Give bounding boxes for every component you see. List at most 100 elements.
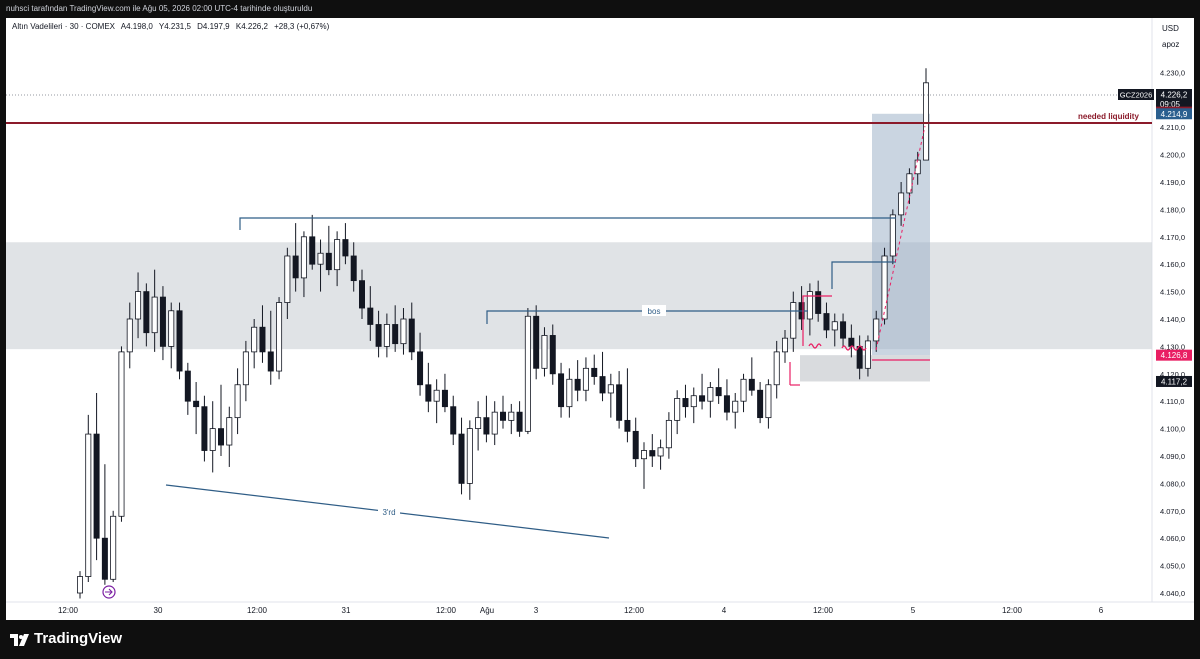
candle[interactable] [582,357,589,402]
last-price-tag[interactable]: GCZ2026 4.226,2 09:05 [1118,89,1192,110]
candle[interactable] [193,382,200,435]
currency-label[interactable]: USD [1162,24,1179,33]
candle[interactable] [259,305,266,363]
candle[interactable] [425,362,432,413]
candle[interactable] [458,417,465,495]
candle[interactable] [616,371,623,429]
target-box[interactable] [872,113,930,356]
price-label-blue[interactable]: 4.214,9 [1156,108,1192,120]
candle[interactable] [533,305,540,380]
price-label-red[interactable]: 4.126,8 [1156,349,1192,361]
candle[interactable] [823,302,830,339]
candle[interactable] [516,401,523,437]
candle[interactable] [367,286,374,341]
candle[interactable] [657,439,664,470]
bos-line[interactable] [486,310,808,324]
red-box-top[interactable] [802,295,832,346]
candle[interactable] [292,223,299,292]
candle[interactable] [317,239,324,292]
candle[interactable] [325,225,332,276]
candle[interactable] [574,360,581,402]
candle[interactable] [815,280,822,322]
price-chart[interactable]: USD apoz needed liquidity bos 3'rd [0,0,1200,620]
candle[interactable] [748,357,755,396]
candle[interactable] [524,308,531,435]
candle[interactable] [599,351,606,402]
candle[interactable] [251,319,258,369]
candle[interactable] [309,214,316,270]
candle[interactable] [740,373,747,413]
candle[interactable] [549,324,556,385]
brand-logo[interactable]: TradingView [10,630,122,647]
candle[interactable] [135,272,142,339]
candle[interactable] [101,464,108,585]
candle[interactable] [782,329,789,363]
candle[interactable] [400,308,407,355]
candle[interactable] [417,332,424,396]
candle[interactable] [176,302,183,380]
candle[interactable] [300,231,307,298]
candle[interactable] [118,346,125,522]
candle[interactable] [699,373,706,410]
candle[interactable] [159,286,166,361]
candle[interactable] [790,291,797,352]
candle[interactable] [732,392,739,429]
scale-mode-label[interactable]: apoz [1162,40,1179,49]
candle[interactable] [184,362,191,415]
candle[interactable] [773,340,780,399]
candle[interactable] [433,379,440,424]
candle[interactable] [499,395,506,429]
inner-high-line[interactable] [831,261,896,289]
price-label-dark[interactable]: 4.117,2 [1156,375,1192,387]
candle[interactable] [375,310,382,358]
candle[interactable] [466,420,473,500]
candle[interactable] [143,283,150,347]
candle[interactable] [881,247,888,325]
candle[interactable] [840,313,847,347]
candle[interactable] [392,305,399,352]
candle[interactable] [674,390,681,435]
candle[interactable] [201,395,208,462]
candle[interactable] [77,571,84,599]
candle[interactable] [334,231,341,287]
candle[interactable] [591,354,598,385]
candle[interactable] [276,297,283,380]
candle[interactable] [723,379,730,421]
candle[interactable] [475,401,482,451]
candle[interactable] [649,434,656,467]
candle[interactable] [566,368,573,418]
candle[interactable] [806,283,813,336]
candle[interactable] [665,412,672,459]
candle[interactable] [690,387,697,424]
candle[interactable] [632,417,639,467]
candle[interactable] [151,269,158,352]
candle[interactable] [508,403,515,435]
candle[interactable] [757,382,764,424]
candle[interactable] [126,302,133,369]
candle[interactable] [607,373,614,418]
candle[interactable] [168,302,175,369]
candle[interactable] [358,269,365,319]
candle[interactable] [110,510,117,583]
candle[interactable] [641,442,648,489]
candle[interactable] [85,414,92,583]
candle[interactable] [715,368,722,404]
candle[interactable] [267,310,274,385]
candle[interactable] [558,362,565,418]
candle[interactable] [408,302,415,361]
candle[interactable] [491,401,498,446]
candle[interactable] [209,401,216,473]
candle[interactable] [226,406,233,467]
candle[interactable] [624,368,631,443]
candle[interactable] [383,313,390,358]
legend-symbol[interactable]: Altın Vadelileri · 30 · COMEX [12,22,115,31]
candle[interactable] [342,223,349,265]
candle[interactable] [217,384,224,456]
candle[interactable] [541,327,548,377]
candle[interactable] [864,335,871,377]
swing-high-line[interactable] [239,217,896,230]
candle[interactable] [831,313,838,347]
supply-zone[interactable] [6,242,1152,350]
candle[interactable] [682,384,689,418]
candle[interactable] [441,373,448,413]
